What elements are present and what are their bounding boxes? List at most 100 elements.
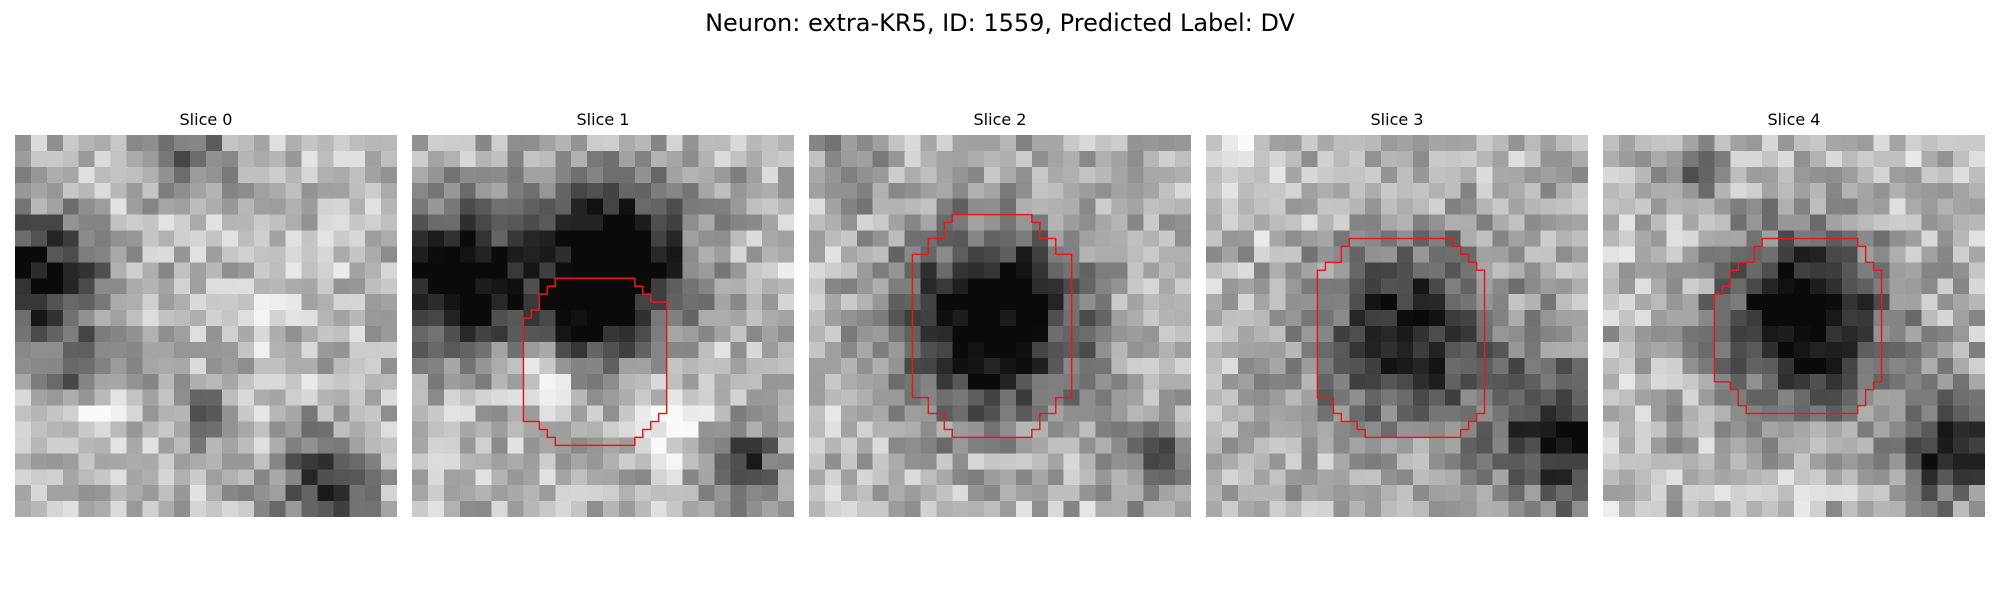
pixel [746,166,763,184]
pixel [1540,437,1557,454]
pixel [1365,421,1382,438]
pixel [349,135,366,152]
pixel [1905,405,1922,422]
pixel [840,485,858,502]
pixel [1095,341,1112,359]
pixel [475,214,492,231]
pixel [190,310,207,327]
pixel [1428,501,1446,517]
pixel [1666,230,1683,247]
pixel [507,262,524,279]
pixel [920,310,937,327]
pixel [1221,501,1239,517]
pixel [1365,278,1382,295]
pixel [1682,198,1699,215]
pixel [1428,437,1446,454]
pixel [15,214,32,231]
pixel [1698,421,1715,438]
pixel [888,341,905,359]
pixel [634,182,652,199]
pixel [840,310,858,327]
pixel [349,278,366,295]
pixel [1524,135,1541,152]
pixel [714,135,731,152]
pixel [1000,230,1017,247]
pixel [1397,182,1414,199]
pixel [15,182,32,199]
pixel [666,453,683,470]
pixel [634,294,652,311]
pixel [539,198,556,215]
pixel [237,389,255,406]
pixel [427,262,445,279]
pixel [443,246,461,263]
pixel [1682,150,1699,168]
pixel [1618,485,1636,502]
pixel [301,341,318,359]
pixel [1428,469,1446,486]
pixel [1762,326,1779,343]
pixel [1444,485,1461,502]
pixel [317,357,334,375]
pixel [1762,182,1779,199]
pixel [158,501,175,517]
pixel [952,135,969,152]
pixel [1682,182,1699,199]
pixel [809,166,826,184]
pixel [587,341,604,359]
pixel [253,246,270,263]
pixel [1540,405,1557,422]
pixel [1444,405,1461,422]
pixel [714,214,731,231]
pixel [427,246,445,263]
pixel [1397,485,1414,502]
pixel [1778,278,1795,295]
pixel [1237,230,1255,247]
pixel [888,326,905,343]
pixel [1111,278,1128,295]
pixel [587,150,604,168]
pixel [15,357,32,375]
pixel [221,326,239,343]
pixel [15,485,32,502]
pixel [1221,214,1239,231]
pixel [936,469,953,486]
pixel [30,135,48,152]
pixel [1556,357,1573,375]
pixel [1159,198,1176,215]
pixel [634,214,652,231]
pixel [984,198,1001,215]
pixel [349,469,366,486]
pixel [1412,373,1430,390]
pixel [650,182,667,199]
pixel [126,405,143,422]
pixel [427,135,445,152]
pixel [872,357,889,375]
pixel [142,182,159,199]
pixel [666,166,683,184]
pixel [666,278,683,295]
pixel [1111,135,1128,152]
pixel [904,485,921,502]
pixel [1031,437,1049,454]
pixel [840,421,858,438]
pixel [1063,198,1080,215]
pixel [412,453,429,470]
pixel [1285,198,1302,215]
pixel [856,262,873,279]
pixel [1031,182,1049,199]
pixel [984,150,1001,168]
pixel [1253,485,1270,502]
pixel [1825,278,1843,295]
pixel [840,278,858,295]
pixel [158,150,175,168]
pixel [1428,294,1446,311]
pixel [158,262,175,279]
pixel [1650,166,1667,184]
pixel [1333,294,1350,311]
pixel [1095,501,1112,517]
pixel [237,405,255,422]
pixel [1524,373,1541,390]
pixel [190,230,207,247]
pixel [634,198,652,215]
